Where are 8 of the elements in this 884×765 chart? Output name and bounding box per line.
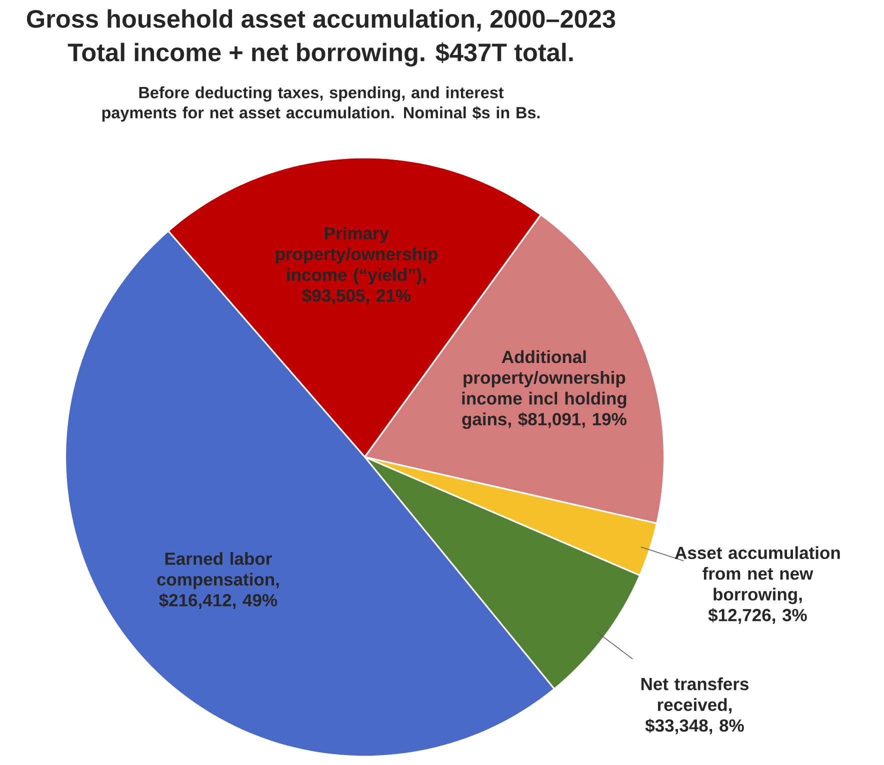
slice-label: Additional property/ownership income incl holding gains, $81,091, 19% [462, 350, 626, 429]
chart-subtitle: Total income + net borrowing. $437T total. [68, 42, 573, 66]
text: Before deducting taxes, spending, and interest payments for net asset accumulation. Nominal $s in Bs. [102, 86, 540, 122]
slice-label: Earned labor compensation, $216,412, 49% [157, 552, 279, 609]
slice-label: Net transfers received, $33,348, 8% [641, 677, 748, 734]
slice-label: Asset accumulation from net new borrowing, $12,726, 3% [674, 546, 840, 624]
slice-label: Primary property/ownership income (“yield”), $93,505, 21% [276, 226, 438, 304]
chart-title: Gross household asset accumulation, 2000–2023 [26, 9, 616, 32]
